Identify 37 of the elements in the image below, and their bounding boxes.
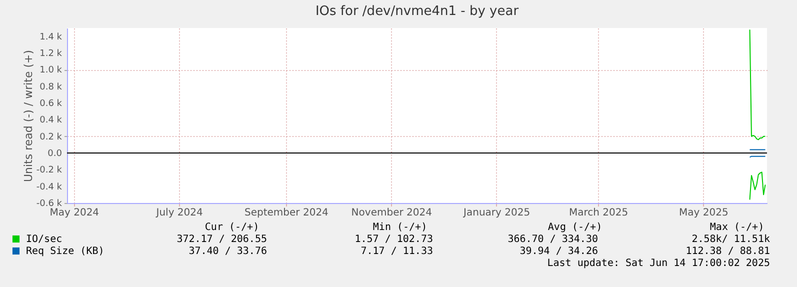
x-tick-label: January 2025 (462, 208, 530, 218)
y-tick-label: -0.4 k (36, 182, 63, 192)
y-tick-label: 0.4 k (40, 116, 63, 126)
y-tick-label: 0.6 k (40, 99, 63, 109)
x-tick-label: May 2024 (50, 208, 100, 218)
x-tick-label: March 2025 (568, 208, 628, 218)
x-tick-label: May 2025 (679, 208, 728, 218)
text: 366.70 / 334.30 (508, 234, 598, 245)
y-axis-title: Units read (-) / write (+) (22, 50, 35, 182)
x-tick-label: July 2024 (155, 208, 203, 218)
y-tick-label: -0.6 k (36, 199, 63, 209)
text: 2.58k/ 11.51k (692, 234, 770, 245)
y-tick-label: 0.2 k (40, 132, 63, 142)
text: Max (-/+) (710, 222, 764, 233)
text: 7.17 / 11.33 (360, 246, 433, 257)
y-tick-label: 0.8 k (40, 82, 63, 92)
line-series (749, 172, 766, 200)
y-tick-label: 1.4 k (40, 32, 63, 42)
text: 372.17 / 206.55 (176, 234, 267, 245)
text: Min (-/+) (372, 222, 428, 233)
chart-title: IOs for /dev/nvme4n1 - by year (315, 4, 520, 19)
text: 1.57 / 102.73 (354, 234, 433, 245)
y-tick-label: 1.2 k (40, 49, 63, 59)
x-tick-label: September 2024 (244, 208, 328, 218)
y-tick-label: 1.0 k (40, 66, 63, 76)
y-tick-label: 0.0 (48, 149, 62, 159)
text: 112.38 / 88.81 (686, 246, 770, 257)
text: Avg (-/+) (548, 222, 602, 233)
legend-label: IO/sec (26, 234, 62, 245)
text: Last update: Sat Jun 14 17:00:02 2025 (547, 258, 770, 269)
legend-label: Req Size (KB) (26, 246, 104, 257)
x-tick-label: November 2024 (351, 208, 432, 218)
line-series (749, 29, 766, 140)
text: 37.40 / 33.76 (188, 246, 267, 257)
text: Cur (-/+) (204, 222, 260, 233)
text: 39.94 / 34.26 (520, 246, 598, 257)
y-tick-label: -0.2 k (36, 166, 63, 176)
